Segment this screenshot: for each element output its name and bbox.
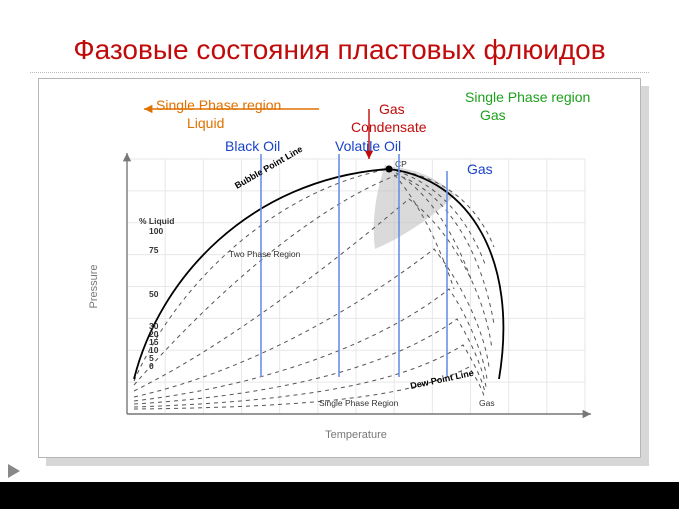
slide-marker-icon [8,464,20,478]
svg-text:50: 50 [149,289,159,299]
label-bo: Black Oil [225,138,280,154]
label-vo: Volatile Oil [335,138,401,154]
page-title: Фазовые состояния пластовых флюидов [0,0,679,72]
phase-diagram: CPTemperaturePressure% Liquid10075503020… [39,79,642,459]
svg-text:Two Phase Region: Two Phase Region [229,249,301,259]
svg-text:100: 100 [149,226,163,236]
svg-text:Gas: Gas [479,398,495,408]
bottom-bar [0,482,679,509]
label-gas1: Gas [480,107,506,123]
label-gc2: Condensate [351,119,427,135]
card-body: CPTemperaturePressure% Liquid10075503020… [38,78,641,458]
label-spl: Single Phase region [156,97,281,113]
svg-text:Pressure: Pressure [88,264,100,308]
label-liq: Liquid [187,115,224,131]
svg-text:Single Phase Region: Single Phase Region [319,398,399,408]
label-spg: Single Phase region [465,89,590,105]
svg-text:Temperature: Temperature [325,429,387,441]
svg-text:CP: CP [395,159,407,169]
diagram-card: CPTemperaturePressure% Liquid10075503020… [38,78,641,458]
label-gas2: Gas [467,161,493,177]
label-gc1: Gas [379,101,405,117]
svg-text:75: 75 [149,245,159,255]
svg-text:Dew Point Line: Dew Point Line [409,368,474,391]
svg-text:% Liquid: % Liquid [139,216,174,226]
title-underline [30,72,649,74]
svg-text:0: 0 [149,361,154,371]
